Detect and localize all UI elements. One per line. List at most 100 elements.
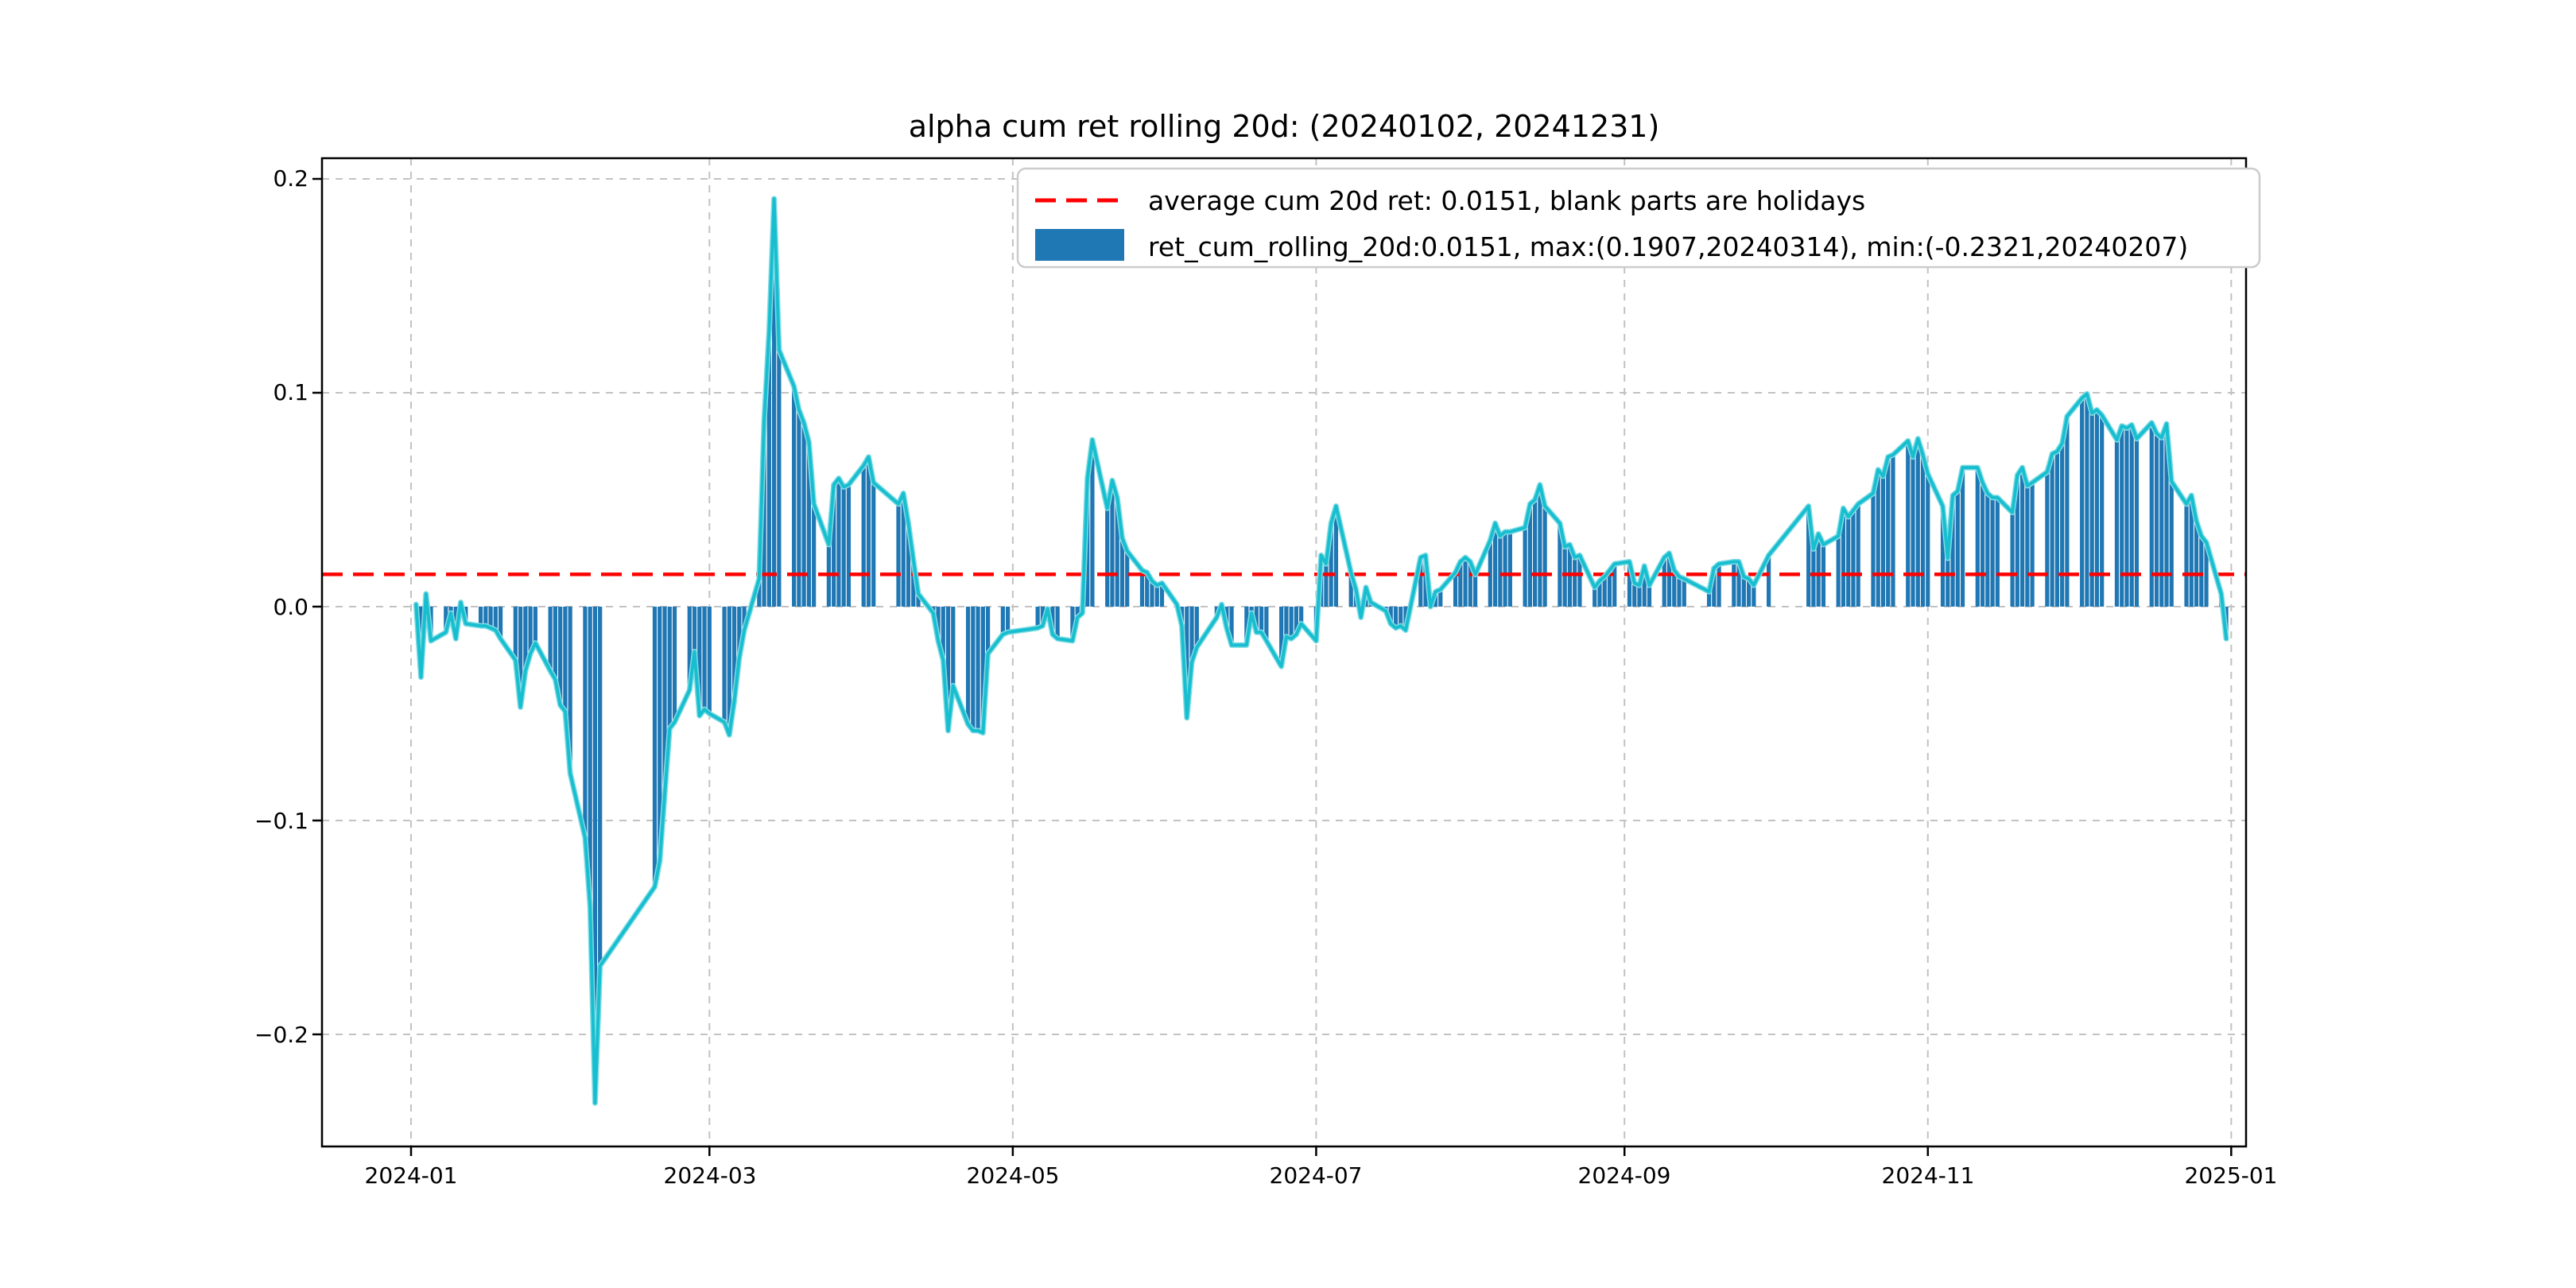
bar-1205 xyxy=(2094,409,2100,607)
bar-0703 xyxy=(1324,564,1329,607)
bar-0726 xyxy=(1438,589,1443,607)
bar-0523 xyxy=(1119,537,1125,607)
bar-1017 xyxy=(1851,510,1856,607)
bar-1224 xyxy=(2189,495,2194,607)
bar-0905 xyxy=(1642,565,1647,607)
bar-0731 xyxy=(1463,557,1468,607)
bar-0205 xyxy=(583,607,588,838)
y-tick-label--0.2: −0.2 xyxy=(254,1022,308,1048)
y-tick-label-0.1: 0.1 xyxy=(273,379,308,405)
bar-1014 xyxy=(1836,536,1841,607)
bar-0802 xyxy=(1472,574,1478,607)
bar-1125 xyxy=(2045,471,2050,607)
bar-0116 xyxy=(483,607,488,627)
bar-0628 xyxy=(1299,607,1304,624)
bar-1128 xyxy=(2060,443,2065,607)
bar-0520 xyxy=(1105,508,1110,607)
bar-0730 xyxy=(1458,561,1463,607)
bar-1227 xyxy=(2204,542,2209,607)
bar-0514 xyxy=(1075,607,1080,618)
bars-layer xyxy=(413,199,2229,1104)
bar-0816 xyxy=(1542,506,1547,607)
bar-0807 xyxy=(1498,536,1503,607)
bar-0314 xyxy=(772,199,777,607)
bar-1210 xyxy=(2120,425,2124,607)
bar-0902 xyxy=(1627,561,1632,607)
y-tick-label-0.2: 0.2 xyxy=(273,165,308,192)
x-tick-label-2024-03: 2024-03 xyxy=(664,1162,757,1189)
bar-0328 xyxy=(841,487,846,607)
bar-0130 xyxy=(553,607,557,680)
bar-0627 xyxy=(1294,607,1298,634)
bar-1029 xyxy=(1911,456,1915,607)
bar-0401 xyxy=(861,465,866,607)
bar-0306 xyxy=(731,607,737,701)
bar-0813 xyxy=(1527,503,1532,607)
bar-0626 xyxy=(1289,607,1294,639)
bar-1031 xyxy=(1920,455,1926,607)
bar-0531 xyxy=(1159,583,1165,607)
tick-marks-layer xyxy=(312,177,2233,1156)
bar-0829 xyxy=(1607,570,1612,607)
bar-0926 xyxy=(1746,579,1752,607)
bar-0920 xyxy=(1717,564,1721,607)
bar-0305 xyxy=(727,607,731,735)
bar-0313 xyxy=(766,330,771,607)
bar-0530 xyxy=(1154,585,1159,607)
bar-1213 xyxy=(2134,438,2140,607)
bar-0206 xyxy=(588,607,592,906)
bar-0419 xyxy=(951,607,956,686)
bar-1112 xyxy=(1980,482,1985,607)
bar-0122 xyxy=(513,607,518,661)
bar-0207 xyxy=(592,607,598,1104)
bar-0614 xyxy=(1229,607,1234,646)
bar-0924 xyxy=(1736,561,1741,607)
bar-0828 xyxy=(1602,576,1607,607)
bar-1129 xyxy=(2065,416,2070,607)
bar-0108 xyxy=(444,607,448,633)
bar-1105 xyxy=(1946,558,1950,607)
chart-title: alpha cum ret rolling 20d: (20240102, 20… xyxy=(909,109,1660,144)
bar-0830 xyxy=(1612,564,1617,607)
bar-0326 xyxy=(832,484,836,607)
bar-0402 xyxy=(866,456,871,607)
bar-0320 xyxy=(801,422,806,607)
bar-1030 xyxy=(1915,438,1920,607)
bar-0311 xyxy=(757,579,762,607)
bar-1107 xyxy=(1955,491,1960,607)
bar-0208 xyxy=(598,607,603,966)
bar-0131 xyxy=(558,607,563,705)
bar-1206 xyxy=(2100,415,2105,607)
bar-0729 xyxy=(1453,572,1458,607)
bar-1114 xyxy=(1990,497,1995,607)
bar-0425 xyxy=(980,607,985,733)
bar-0319 xyxy=(797,409,801,607)
bar-0322 xyxy=(812,503,817,607)
bar-0417 xyxy=(941,607,945,661)
bar-0318 xyxy=(792,386,797,607)
x-tick-label-2024-01: 2024-01 xyxy=(365,1162,458,1189)
bar-1016 xyxy=(1846,517,1851,607)
bar-0118 xyxy=(493,607,498,630)
bar-0513 xyxy=(1070,607,1075,642)
bar-0826 xyxy=(1593,587,1597,607)
bar-0708 xyxy=(1348,572,1353,607)
x-tick-label-2024-05: 2024-05 xyxy=(967,1162,1060,1189)
bar-0226 xyxy=(687,607,692,690)
bar-0219 xyxy=(652,607,658,887)
bar-0923 xyxy=(1732,561,1736,607)
bar-0913 xyxy=(1682,579,1686,607)
bar-1101 xyxy=(1926,474,1930,607)
bar-1115 xyxy=(1995,497,2000,607)
bar-0704 xyxy=(1329,523,1333,607)
bar-1008 xyxy=(1806,506,1811,607)
series-line-layer xyxy=(413,196,2229,1106)
bar-0607 xyxy=(1194,607,1199,648)
x-tick-label-2024-11: 2024-11 xyxy=(1882,1162,1975,1189)
bar-0307 xyxy=(737,607,742,658)
bar-0222 xyxy=(667,607,672,729)
bar-1202 xyxy=(2080,398,2085,607)
x-tick-label-2024-09: 2024-09 xyxy=(1578,1162,1671,1189)
bar-0814 xyxy=(1533,499,1538,607)
